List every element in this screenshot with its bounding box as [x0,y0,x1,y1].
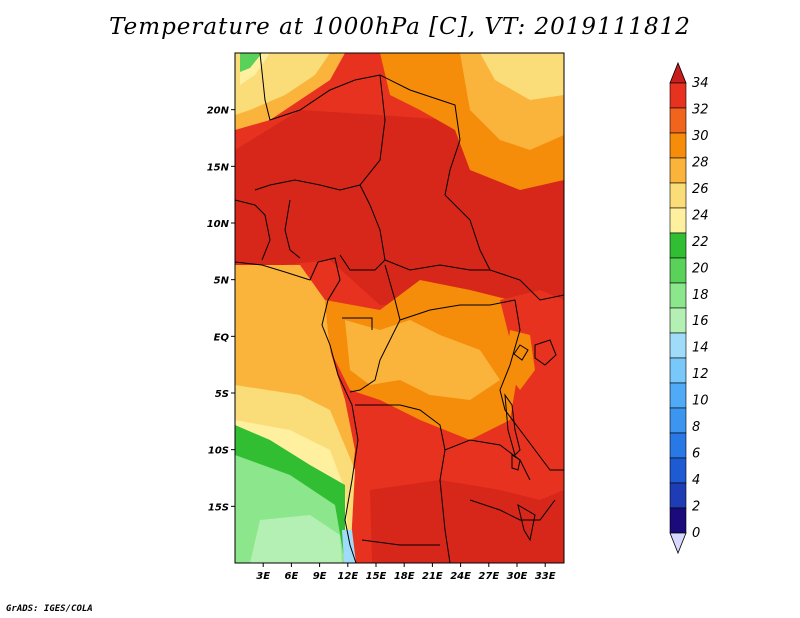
colorbar-swatch [669,132,687,159]
colorbar-label: 8 [692,420,700,435]
colorbar-swatch [669,457,687,484]
colorbar-min-arrow [669,532,687,555]
colorbar-swatch [669,482,687,509]
colorbar-label: 18 [692,288,709,303]
colorbar-swatch [669,232,687,259]
lon-tick-label: 24E [450,571,471,582]
lon-tick-label: 33E [535,571,556,582]
lon-tick-label: 6E [285,571,299,582]
lon-tick-label: 30E [507,571,528,582]
colorbar-label: 6 [692,447,700,462]
colorbar-label: 34 [692,76,709,91]
lat-tick-label: 5S [215,389,229,400]
colorbar-swatch [669,357,687,384]
colorbar-label: 0 [692,526,700,541]
lon-tick-label: 18E [394,571,415,582]
lat-tick-label: 10N [207,219,230,230]
colorbar-swatch [669,307,687,334]
lon-tick-label: 3E [256,571,270,582]
colorbar-label: 22 [692,235,709,250]
colorbar-swatch [669,507,687,534]
colorbar-label: 24 [692,208,709,223]
colorbar-label: 12 [692,367,709,382]
lon-tick-label: 27E [478,571,499,582]
colorbar-label: 4 [692,473,700,488]
colorbar-swatch [669,182,687,209]
lat-tick-label: 20N [207,106,230,117]
colorbar-label: 20 [692,261,709,276]
colorbar-label: 16 [692,314,709,329]
colorbar-swatch [669,207,687,234]
lon-tick-label: 9E [313,571,327,582]
colorbar-swatch [669,407,687,434]
lat-tick-label: 10S [208,446,229,457]
temperature-field [235,53,564,563]
lat-tick-label: 15N [207,162,230,173]
colorbar-swatch [669,157,687,184]
colorbar-swatch [669,432,687,459]
colorbar-max-arrow [669,61,687,84]
colorbar-swatch [669,257,687,284]
lat-tick-label: 15S [208,502,229,513]
lon-tick-label: 21E [422,571,443,582]
colorbar-label: 14 [692,341,709,356]
colorbar-label: 10 [692,394,709,409]
colorbar-swatch [669,282,687,309]
map-frame [234,52,565,564]
lat-tick-label: 5N [214,276,230,287]
footer-credit: GrADS: IGES/COLA [6,604,93,614]
colorbar-swatch [669,332,687,359]
colorbar-swatch [669,107,687,134]
lat-tick-label: EQ [214,332,230,343]
lon-tick-label: 12E [337,571,358,582]
colorbar-label: 2 [692,500,700,515]
axis-ticks: 3E 6E 9E 12E 15E 18E 21E 24E 27E 30E 33E 20N 15N 10N 5… [207,106,556,582]
colorbar-label: 30 [692,129,709,144]
map-title: Temperature at 1000hPa [C], VT: 20191118… [109,14,691,40]
colorbar-swatch [669,382,687,409]
colorbar-swatch [669,82,687,109]
colorbar-label: 28 [692,155,709,170]
lon-tick-label: 15E [366,571,387,582]
boundaries [235,53,564,563]
colorbar-label: 32 [692,102,709,117]
colorbar-label: 26 [692,182,709,197]
